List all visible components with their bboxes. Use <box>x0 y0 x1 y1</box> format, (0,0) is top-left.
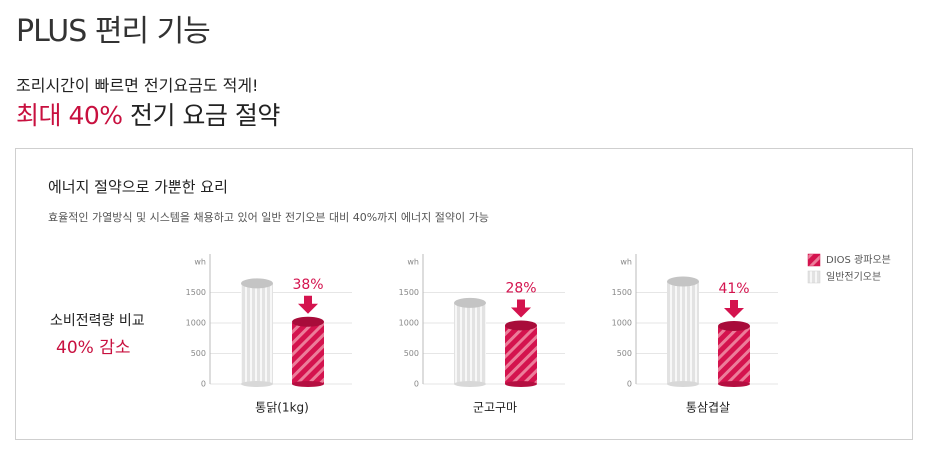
subtitle: 조리시간이 빠르면 전기요금도 적게! <box>16 76 259 95</box>
y-tick-label: 0 <box>414 380 419 389</box>
y-tick-label: 1000 <box>186 319 206 328</box>
bar <box>454 302 486 384</box>
arrow <box>724 300 744 319</box>
bar-base <box>718 381 750 387</box>
y-tick-label: 0 <box>201 380 206 389</box>
x-tick-label: 통삼겹살 <box>686 401 730 415</box>
legend-label: 일반전기오븐 <box>826 271 881 283</box>
x-tick-label: 군고구마 <box>473 401 517 415</box>
bar <box>718 326 750 384</box>
y-tick-label: 1500 <box>186 288 206 297</box>
bar-top <box>667 276 699 287</box>
bar-base <box>292 381 324 387</box>
bar-base <box>505 381 537 387</box>
bar-top <box>292 316 324 327</box>
bar <box>292 321 324 384</box>
y-tick-label: 1500 <box>612 288 632 297</box>
annotation: 41% <box>718 281 749 297</box>
compare-label: 소비전력량 비교 <box>50 313 145 329</box>
x-tick-label: 통닭(1kg) <box>255 401 309 415</box>
legend-swatch <box>807 270 821 284</box>
bar-top <box>454 297 486 308</box>
y-tick-label: 1000 <box>612 319 632 328</box>
bar <box>241 283 273 384</box>
bar-base <box>454 381 486 387</box>
panel-description: 효율적인 가열방식 및 시스템을 채용하고 있어 일반 전기오븐 대비 40%까… <box>48 211 489 224</box>
page-title: PLUS 편리 기능 <box>16 14 211 49</box>
y-tick-label: 500 <box>404 349 419 358</box>
y-tick-label: 500 <box>617 349 632 358</box>
y-tick-label: 1500 <box>399 288 419 297</box>
bar-base <box>241 381 273 387</box>
y-tick-label: 500 <box>191 349 206 358</box>
y-axis-label: wh <box>407 258 419 267</box>
legend-label: DIOS 광파오븐 <box>826 254 891 266</box>
arrow <box>298 295 318 314</box>
headline-highlight: 최대 40% <box>16 101 123 130</box>
y-tick-label: 1000 <box>399 319 419 328</box>
panel-title: 에너지 절약으로 가뿐한 요리 <box>48 178 228 196</box>
y-axis-label: wh <box>620 258 632 267</box>
bar-base <box>667 381 699 387</box>
arrow <box>511 299 531 318</box>
headline: 최대 40% 전기 요금 절약 <box>16 96 280 132</box>
y-tick-label: 0 <box>627 380 632 389</box>
bar-top <box>241 278 273 289</box>
y-axis-label: wh <box>194 258 206 267</box>
annotation: 38% <box>292 277 323 293</box>
bar <box>505 325 537 384</box>
bar <box>667 281 699 384</box>
legend-swatch <box>807 253 821 267</box>
bar-top <box>505 320 537 331</box>
bar-top <box>718 321 750 332</box>
panel <box>15 148 913 440</box>
compare-value: 40% 감소 <box>56 338 131 358</box>
annotation: 28% <box>505 280 536 296</box>
headline-text: 전기 요금 절약 <box>129 101 280 130</box>
